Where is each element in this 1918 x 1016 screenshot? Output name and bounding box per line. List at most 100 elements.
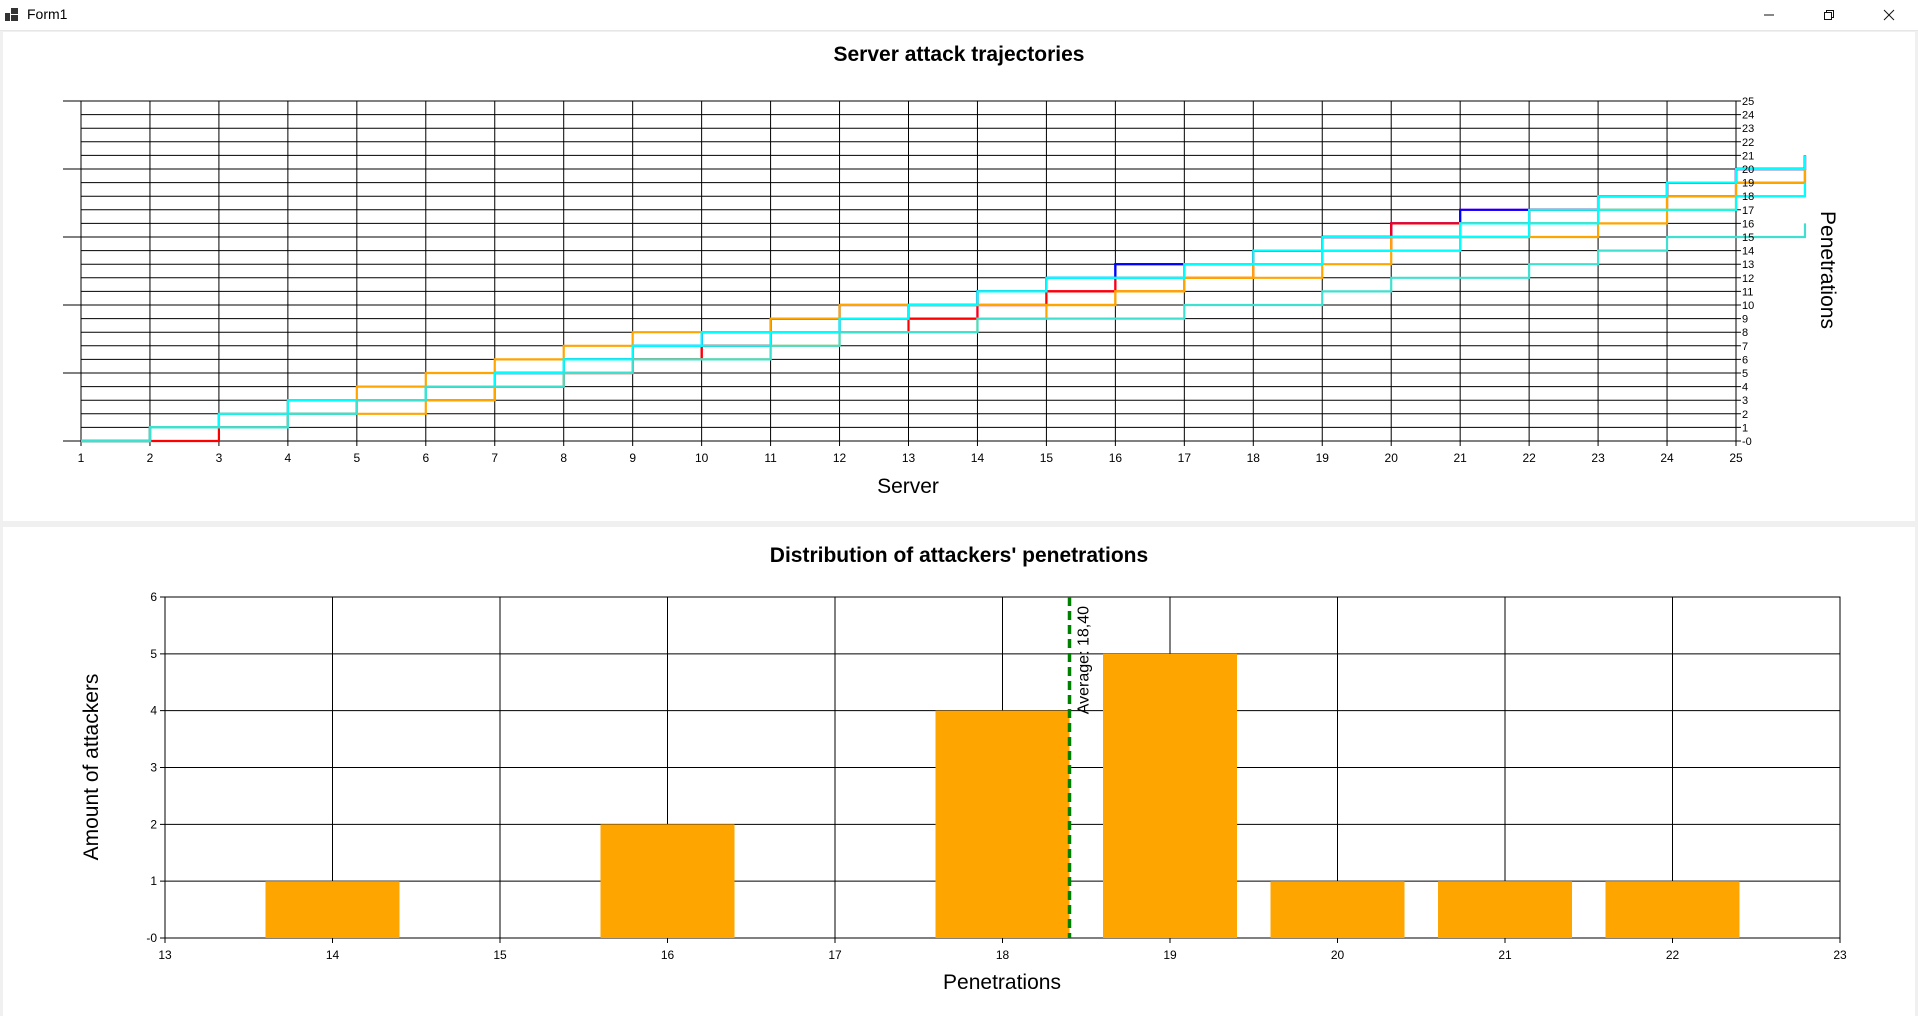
y-tick-label: 9 — [1742, 314, 1748, 326]
trajectories-chart-panel: Server attack trajectories Server Penetr… — [3, 32, 1915, 521]
close-icon — [1883, 9, 1895, 21]
y-tick-label: 12 — [1742, 273, 1754, 285]
y-tick-label: 20 — [1742, 164, 1754, 176]
y-tick-label: 22 — [1742, 137, 1754, 149]
y-tick-label: 4 — [150, 704, 157, 718]
y-tick-label: 8 — [1742, 327, 1748, 339]
x-axis-label: Penetrations — [943, 971, 1061, 994]
y-tick-label: 6 — [150, 590, 157, 604]
x-tick-label: 17 — [1178, 451, 1192, 465]
x-tick-label: 7 — [491, 451, 498, 465]
chart-title: Server attack trajectories — [834, 43, 1085, 66]
y-tick-label: -0 — [146, 931, 157, 945]
grid — [80, 100, 1741, 446]
minimize-button[interactable] — [1746, 0, 1792, 30]
bar-14 — [265, 881, 400, 938]
series-line-3 — [81, 155, 1807, 443]
x-tick-label: 11 — [764, 451, 777, 465]
x-tick-label: 12 — [833, 451, 847, 465]
y-tick-label: 14 — [1742, 246, 1754, 258]
window-title: Form1 — [27, 6, 68, 22]
y-tick-label: 7 — [1742, 341, 1748, 353]
y-tick-label: 4 — [1742, 382, 1748, 394]
y-tick-label: 15 — [1742, 232, 1754, 244]
x-axis-label: Server — [877, 475, 939, 498]
y-tick-label: 23 — [1742, 123, 1754, 135]
y-tick-label: 18 — [1742, 191, 1754, 203]
y-tick-label: 24 — [1742, 110, 1754, 122]
x-tick-label: 18 — [996, 948, 1010, 962]
y-tick-label: -0 — [1742, 436, 1752, 448]
y-tick-label: 16 — [1742, 218, 1754, 230]
average-line-group: Average: 18,40 — [1067, 597, 1093, 938]
x-tick-label: 21 — [1498, 948, 1512, 962]
x-tick-label: 23 — [1833, 948, 1847, 962]
bar-21 — [1438, 881, 1572, 938]
bar-18 — [935, 710, 1070, 938]
series-line-1 — [81, 155, 1807, 443]
bar-19 — [1103, 653, 1237, 938]
y-tick-label: 11 — [1742, 286, 1753, 298]
close-button[interactable] — [1866, 0, 1912, 30]
series-line-9 — [81, 182, 1807, 443]
y-tick-label: 3 — [150, 761, 157, 775]
series-line-10 — [81, 223, 1807, 443]
x-tick-label: 5 — [353, 451, 360, 465]
x-tick-label: 8 — [560, 451, 567, 465]
x-tick-label: 4 — [285, 451, 292, 465]
x-tick-label: 25 — [1729, 451, 1743, 465]
series-line-2 — [81, 155, 1807, 443]
y-tick-label: 25 — [1742, 96, 1754, 108]
app-icon — [5, 8, 19, 22]
y-tick-label: 2 — [1742, 409, 1748, 421]
x-tick-label: 3 — [216, 451, 223, 465]
distribution-chart: Distribution of attackers' penetrations … — [80, 544, 1847, 994]
x-tick-label: 20 — [1331, 948, 1345, 962]
y-axis-label: Penetrations — [1816, 211, 1839, 329]
series-line-8 — [81, 155, 1807, 443]
x-tick-label: 15 — [493, 948, 507, 962]
x-tick-label: 17 — [828, 948, 842, 962]
x-tick-label: 21 — [1453, 451, 1467, 465]
x-tick-label: 13 — [158, 948, 172, 962]
chart-title: Distribution of attackers' penetrations — [770, 544, 1148, 567]
y-tick-label: 1 — [150, 874, 157, 888]
restore-button[interactable] — [1806, 0, 1852, 30]
y-tick-label: 1 — [1742, 422, 1748, 434]
axis-ticks: 1 2 3 4 5 6 7 8 9 10 11 12 13 14 15 16 17 18 19 20 21 22 23 24 2… — [63, 96, 1754, 465]
x-tick-label: 6 — [422, 451, 429, 465]
y-tick-label: 5 — [1742, 368, 1748, 380]
x-tick-label: 1 — [78, 451, 85, 465]
x-tick-label: 16 — [1109, 451, 1123, 465]
x-tick-label: 22 — [1522, 451, 1536, 465]
series-line-4 — [81, 155, 1807, 443]
x-tick-label: 19 — [1316, 451, 1330, 465]
bar-20 — [1270, 881, 1405, 938]
x-tick-label: 14 — [326, 948, 340, 962]
bars — [265, 653, 1740, 938]
y-tick-label: 13 — [1742, 259, 1754, 271]
x-tick-label: 20 — [1385, 451, 1399, 465]
distribution-chart-panel: Distribution of attackers' penetrations … — [3, 527, 1915, 1016]
y-tick-label: 17 — [1742, 205, 1754, 217]
y-tick-label: 10 — [1742, 300, 1754, 312]
x-tick-label: 23 — [1591, 451, 1605, 465]
window-titlebar: Form1 — [0, 0, 1918, 31]
y-tick-label: 19 — [1742, 178, 1754, 190]
average-label: Average: 18,40 — [1076, 606, 1093, 714]
x-tick-label: 10 — [695, 451, 709, 465]
series-line-7 — [81, 182, 1807, 443]
trajectories-chart: Server attack trajectories Server Penetr… — [63, 43, 1839, 498]
x-tick-label: 9 — [629, 451, 636, 465]
x-tick-label: 16 — [661, 948, 675, 962]
x-tick-label: 13 — [902, 451, 916, 465]
y-tick-label: 21 — [1742, 150, 1754, 162]
x-tick-label: 14 — [971, 451, 985, 465]
y-tick-label: 6 — [1742, 354, 1748, 366]
y-axis-label: Amount of attackers — [80, 674, 103, 861]
x-tick-label: 22 — [1666, 948, 1680, 962]
restore-icon — [1824, 10, 1834, 20]
y-tick-label: 2 — [150, 817, 157, 831]
y-tick-label: 5 — [150, 647, 157, 661]
